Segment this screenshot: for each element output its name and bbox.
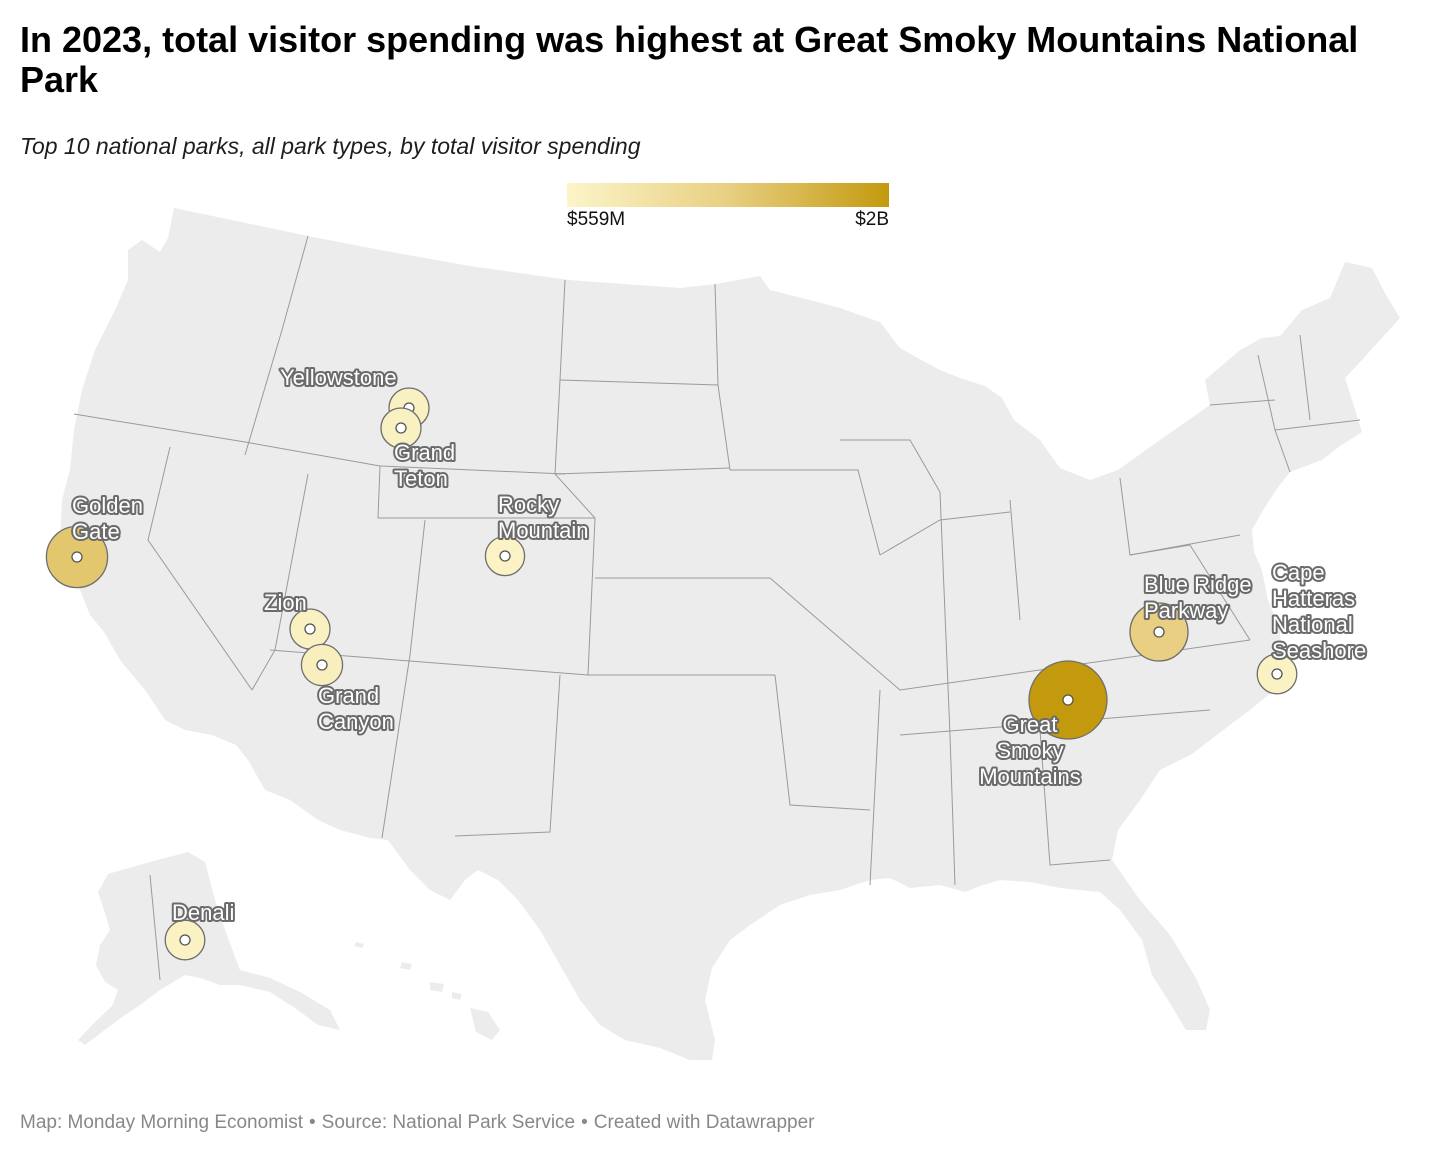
park-location-dot bbox=[1271, 668, 1283, 680]
park-label-line: Canyon bbox=[318, 709, 394, 734]
state-border-line bbox=[1009, 499, 1021, 621]
state-border-line bbox=[381, 519, 426, 839]
park-label-line: Yellowstone bbox=[280, 365, 397, 390]
hawaii-big-island bbox=[470, 1008, 500, 1040]
state-border-line bbox=[1039, 729, 1111, 866]
alaska-shape bbox=[78, 852, 340, 1045]
legend-min-label: $559M bbox=[567, 209, 626, 230]
state-border-line bbox=[147, 446, 253, 691]
state-border-line bbox=[769, 577, 1251, 691]
park-label-golden-gate: Golden Gate bbox=[72, 493, 143, 544]
state-border-line bbox=[939, 491, 956, 886]
park-location-dot bbox=[179, 934, 191, 946]
park-label-grand-teton: Grand Teton bbox=[394, 440, 455, 491]
state-border-line bbox=[554, 467, 731, 475]
state-border-line bbox=[587, 517, 775, 676]
park-label-line: Seashore bbox=[1272, 638, 1366, 663]
park-location-dot bbox=[499, 550, 511, 562]
park-label-blue-ridge-parkway: Blue Ridge Parkway bbox=[1144, 572, 1252, 623]
chart-subtitle: Top 10 national parks, all park types, b… bbox=[20, 133, 641, 159]
park-label-line: Grand bbox=[394, 440, 455, 465]
park-markers bbox=[45, 387, 1298, 961]
state-border-line bbox=[1129, 544, 1251, 641]
footer-separator: • bbox=[581, 1112, 588, 1133]
park-label-line: Denali bbox=[172, 900, 234, 925]
footer: Map: Monday Morning Economist • Source: Na… bbox=[20, 1112, 815, 1134]
park-location-dot bbox=[1153, 626, 1165, 638]
state-border-line bbox=[1299, 334, 1311, 421]
park-location-dot bbox=[1062, 694, 1074, 706]
state-border-line bbox=[73, 413, 246, 443]
state-border-line bbox=[879, 511, 1011, 556]
park-location-dot bbox=[395, 422, 407, 434]
state-border-line bbox=[730, 469, 881, 556]
state-border-line bbox=[454, 674, 561, 837]
state-border-line bbox=[149, 874, 161, 981]
park-location-dot bbox=[316, 659, 328, 671]
footer-separator: • bbox=[309, 1112, 316, 1133]
park-label-line: Smoky bbox=[996, 738, 1063, 763]
color-legend: $559M $2B bbox=[567, 183, 889, 233]
park-label-great-smoky-mountains: Great Smoky Mountains bbox=[979, 712, 1081, 789]
park-label-line: Rocky bbox=[498, 492, 559, 517]
footer-source: Source: National Park Service bbox=[321, 1112, 576, 1133]
state-border-line bbox=[244, 235, 309, 456]
park-label-line: Zion bbox=[264, 590, 307, 615]
park-label-line: Hatteras bbox=[1272, 586, 1355, 611]
park-location-dot bbox=[304, 623, 316, 635]
legend-max-label: $2B bbox=[855, 209, 889, 230]
park-label-line: Blue Ridge bbox=[1144, 572, 1252, 597]
park-label-grand-canyon: Grand Canyon bbox=[318, 683, 394, 734]
state-border-line bbox=[554, 279, 596, 519]
park-location-dot bbox=[71, 551, 83, 563]
land-mass bbox=[60, 208, 1400, 1060]
park-label-line: Mountain bbox=[498, 518, 589, 543]
park-label-line: Teton bbox=[394, 466, 448, 491]
state-border-line bbox=[1209, 399, 1276, 406]
park-label-cape-hatteras: Cape Hatteras National Seashore bbox=[1272, 560, 1366, 663]
state-border-line bbox=[1257, 354, 1291, 473]
contiguous-us-shape bbox=[60, 208, 1400, 1060]
park-label-zion: Zion bbox=[264, 590, 307, 615]
chart-title: In 2023, total visitor spending was high… bbox=[20, 19, 1359, 100]
footer-credit: Map: Monday Morning Economist bbox=[20, 1112, 304, 1133]
park-label-line: Gate bbox=[72, 519, 120, 544]
state-border-line bbox=[714, 283, 719, 386]
color-scale-bar bbox=[567, 183, 889, 207]
state-border-line bbox=[869, 689, 881, 886]
state-border-line bbox=[840, 439, 941, 493]
park-label-denali: Denali bbox=[172, 900, 234, 925]
hawaii-islands bbox=[354, 942, 462, 1000]
state-border-line bbox=[377, 465, 595, 519]
footer-tool: Created with Datawrapper bbox=[593, 1112, 815, 1133]
park-label-line: Cape bbox=[1272, 560, 1325, 585]
park-label-line: Mountains bbox=[979, 764, 1081, 789]
park-label-rocky-mountain: Rocky Mountain bbox=[498, 492, 589, 543]
park-label-line: Parkway bbox=[1144, 598, 1228, 623]
park-label-line: Grand bbox=[318, 683, 379, 708]
state-border-line bbox=[774, 674, 871, 811]
park-label-line: National bbox=[1272, 612, 1353, 637]
park-label-line: Great bbox=[1002, 712, 1057, 737]
park-label-line: Golden bbox=[72, 493, 143, 518]
park-label-yellowstone: Yellowstone bbox=[280, 365, 397, 390]
state-border-line bbox=[1274, 419, 1361, 431]
